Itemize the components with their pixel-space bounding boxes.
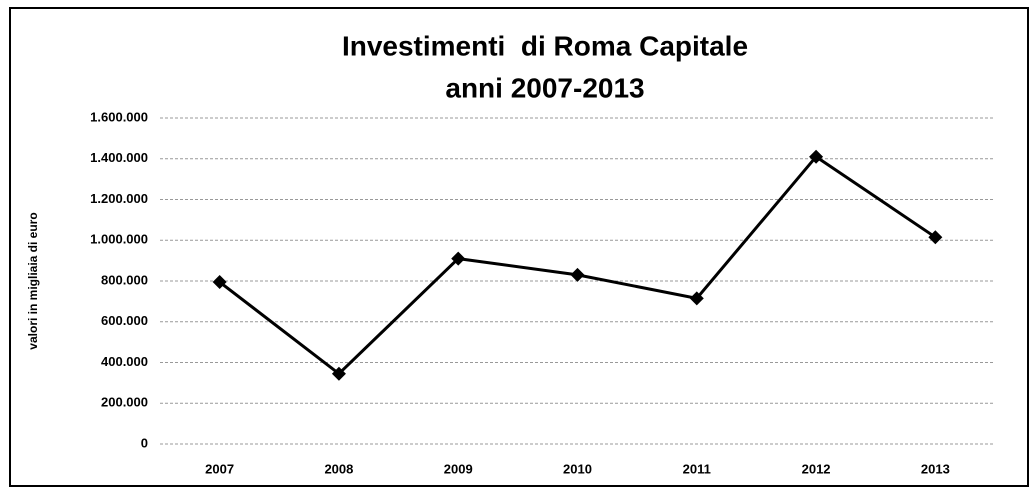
marker bbox=[451, 251, 466, 266]
y-tick-label: 400.000 bbox=[101, 354, 148, 369]
marker bbox=[570, 267, 585, 282]
y-tick-label: 600.000 bbox=[101, 313, 148, 328]
chart-title: Investimenti di Roma Capitale bbox=[342, 30, 748, 61]
y-tick-label: 1.200.000 bbox=[90, 191, 148, 206]
chart-border bbox=[9, 7, 1029, 487]
y-axis-label: valori in migliaia di euro bbox=[26, 212, 40, 349]
y-tick-label: 800.000 bbox=[101, 272, 148, 287]
y-tick-label: 1.600.000 bbox=[90, 109, 148, 124]
x-tick-label: 2010 bbox=[563, 461, 592, 476]
marker bbox=[331, 366, 346, 381]
y-tick-label: 200.000 bbox=[101, 395, 148, 410]
x-tick-label: 2008 bbox=[324, 461, 353, 476]
chart-subtitle: anni 2007-2013 bbox=[445, 72, 644, 103]
x-tick-label: 2012 bbox=[802, 461, 831, 476]
x-tick-label: 2013 bbox=[921, 461, 950, 476]
x-tick-label: 2009 bbox=[444, 461, 473, 476]
y-tick-label: 1.400.000 bbox=[90, 150, 148, 165]
marker bbox=[928, 230, 943, 245]
marker bbox=[809, 149, 824, 164]
marker bbox=[212, 275, 227, 290]
marker bbox=[689, 291, 704, 306]
y-tick-label: 0 bbox=[141, 435, 148, 450]
x-tick-label: 2011 bbox=[683, 461, 711, 476]
x-tick-label: 2007 bbox=[205, 461, 234, 476]
line bbox=[218, 154, 937, 376]
y-tick-label: 1.000.000 bbox=[90, 232, 148, 247]
